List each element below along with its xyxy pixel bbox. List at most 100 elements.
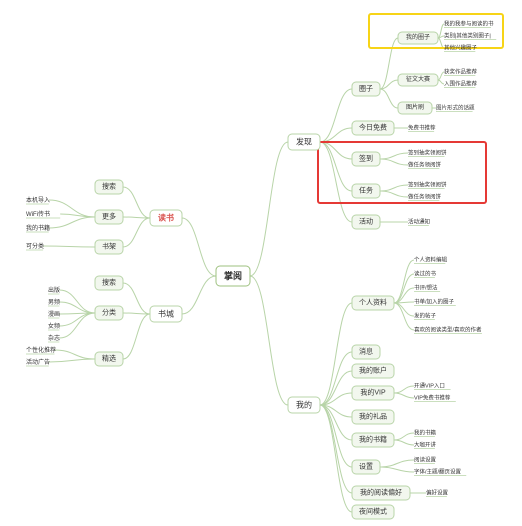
node-faxian[interactable]: 发现 [288, 134, 320, 150]
node-ph-1[interactable]: 偏好设置 [426, 489, 449, 497]
node-wd-xiaoxi[interactable]: 消息 [352, 345, 380, 359]
node-zl-2[interactable]: 读过的书 [414, 270, 437, 278]
edge [59, 313, 95, 326]
node-label: 可分类 [26, 242, 44, 250]
node-label: 书评/想法 [414, 284, 438, 292]
node-wd-shezhi[interactable]: 设置 [352, 460, 380, 474]
node-fx-renwu[interactable]: 任务 [352, 184, 380, 198]
node-fl-manhua[interactable]: 漫画 [48, 310, 60, 318]
node-mf-1[interactable]: 免费书推荐 [408, 124, 436, 132]
node-label: 书城 [158, 309, 174, 319]
node-ds-shujia[interactable]: 书架 [95, 240, 123, 254]
node-hd-1[interactable]: 活动通知 [408, 218, 430, 226]
node-zl-5[interactable]: 发的帖子 [414, 312, 437, 320]
node-gd-benji[interactable]: 本机导入 [26, 196, 50, 204]
node-qz-wode-2[interactable]: 类别|其他类别圈子| [444, 32, 496, 40]
node-vip-1[interactable]: 开通VIP入口 [414, 382, 451, 390]
node-fx-mianfei[interactable]: 今日免费 [352, 121, 394, 135]
node-wode[interactable]: 我的 [288, 397, 320, 413]
edge [320, 405, 352, 493]
edge [320, 89, 352, 142]
node-sc-jingxuan[interactable]: 精选 [95, 352, 123, 366]
node-rw-1[interactable]: 签到抽奖领阅饼 [408, 181, 447, 189]
node-root[interactable]: 掌阅 [216, 266, 250, 286]
node-zw-1[interactable]: 获奖作品推荐 [444, 68, 478, 76]
edge [380, 185, 408, 191]
node-label: 漫画 [48, 310, 60, 318]
node-label: 我的圈子 [406, 33, 430, 41]
node-label: 我的礼品 [359, 412, 387, 421]
edge [394, 303, 414, 330]
edge [60, 214, 95, 217]
node-tp-1[interactable]: 图片形式的话题 [436, 104, 475, 112]
node-label: 今日免费 [359, 123, 387, 132]
node-fx-huodong[interactable]: 活动 [352, 215, 380, 229]
node-fl-chuban[interactable]: 出版 [48, 286, 60, 294]
node-rw-2[interactable]: 做任务领阅饼 [408, 193, 442, 201]
node-zl-4[interactable]: 书单/加入的圈子 [414, 298, 456, 306]
node-sj-fenlei[interactable]: 可分类 [26, 242, 44, 250]
node-label: 女频 [48, 322, 60, 330]
node-label: 获奖作品推荐 [444, 68, 478, 76]
node-sz-1[interactable]: 阅读设置 [414, 456, 437, 464]
node-label: 做任务领阅饼 [408, 193, 442, 201]
node-zw-2[interactable]: 入围作品推荐 [444, 80, 478, 88]
node-qz-zhengwen[interactable]: 征文大赛 [398, 74, 438, 86]
node-fx-qiandao[interactable]: 签到 [352, 152, 380, 166]
node-sc-sousuo[interactable]: 搜索 [95, 276, 123, 290]
node-label: 签到 [359, 154, 373, 163]
node-label: 个人资料 [359, 298, 387, 307]
node-label: 男频 [48, 298, 60, 306]
node-qd-2[interactable]: 做任务领阅饼 [408, 161, 442, 169]
node-ds-sousuo[interactable]: 搜索 [95, 180, 123, 194]
node-sc-fenlei[interactable]: 分类 [95, 306, 123, 320]
node-wd-vip[interactable]: 我的VIP [352, 386, 394, 400]
node-fl-nanpin[interactable]: 男频 [48, 298, 60, 306]
node-sj-1[interactable]: 我的书籍 [414, 429, 437, 437]
edge [394, 433, 414, 440]
node-shucheng[interactable]: 书城 [150, 306, 182, 322]
node-sj-2[interactable]: 大咖开讲 [414, 441, 437, 449]
node-qz-tupian[interactable]: 图片刷 [398, 102, 432, 114]
node-qz-wode-3[interactable]: 其他兴趣圈子 [444, 44, 478, 52]
node-dushu[interactable]: 读书 [150, 210, 182, 226]
node-fl-nvpin[interactable]: 女频 [48, 322, 60, 330]
node-qz-wode[interactable]: 我的圈子 [398, 32, 438, 44]
node-label: 书架 [102, 242, 116, 251]
node-wd-ziliao[interactable]: 个人资料 [352, 296, 394, 310]
node-wd-shuji[interactable]: 我的书籍 [352, 433, 394, 447]
node-sz-2[interactable]: 字体/主题/翻页设置 [414, 468, 466, 476]
node-wd-lipin[interactable]: 我的礼品 [352, 410, 394, 424]
node-fl-zazhi[interactable]: 杂志 [48, 334, 60, 342]
node-label: 我的我参与阅读的书 [444, 20, 494, 28]
node-qd-1[interactable]: 签到抽奖领阅饼 [408, 149, 447, 157]
node-jx-gexing[interactable]: 个性化推荐 [26, 346, 56, 354]
nodes: 掌阅读书书城发现我的搜索更多书架本机导入WiFi传书我的书籍可分类搜索分类精选出… [26, 20, 496, 520]
node-qz-wode-1[interactable]: 我的我参与阅读的书 [444, 20, 494, 28]
node-label: 字体/主题/翻页设置 [414, 468, 462, 476]
edge [394, 440, 414, 445]
node-zl-3[interactable]: 书评/想法 [414, 284, 440, 292]
node-label: 发现 [296, 137, 312, 147]
edge [182, 218, 216, 276]
node-label: 发的帖子 [414, 312, 437, 320]
node-gd-shuji[interactable]: 我的书籍 [26, 224, 50, 232]
node-label: 杂志 [48, 334, 60, 342]
node-wd-zhanghu[interactable]: 我的账户 [352, 364, 394, 378]
node-wd-yejian[interactable]: 夜间模式 [352, 505, 394, 519]
node-gd-wifi[interactable]: WiFi传书 [26, 210, 60, 218]
node-zl-1[interactable]: 个人资料编辑 [414, 256, 448, 264]
node-label: 做任务领阅饼 [408, 161, 442, 169]
node-label: 消息 [359, 347, 373, 356]
node-fx-quanzi[interactable]: 圈子 [352, 82, 380, 96]
node-wd-pianhao[interactable]: 我的阅读偏好 [352, 486, 410, 500]
node-label: 图片形式的话题 [436, 104, 475, 112]
edge [380, 191, 408, 197]
node-label: 偏好设置 [426, 489, 449, 497]
node-jx-huodong[interactable]: 活动广告 [26, 358, 50, 366]
node-ds-gengduo[interactable]: 更多 [95, 210, 123, 224]
node-vip-2[interactable]: VIP免费书推荐 [414, 394, 456, 402]
node-label: 搜索 [102, 182, 116, 191]
node-label: 设置 [359, 462, 373, 471]
node-zl-6[interactable]: 喜欢的阅读类型/喜欢的作者 [414, 326, 482, 334]
